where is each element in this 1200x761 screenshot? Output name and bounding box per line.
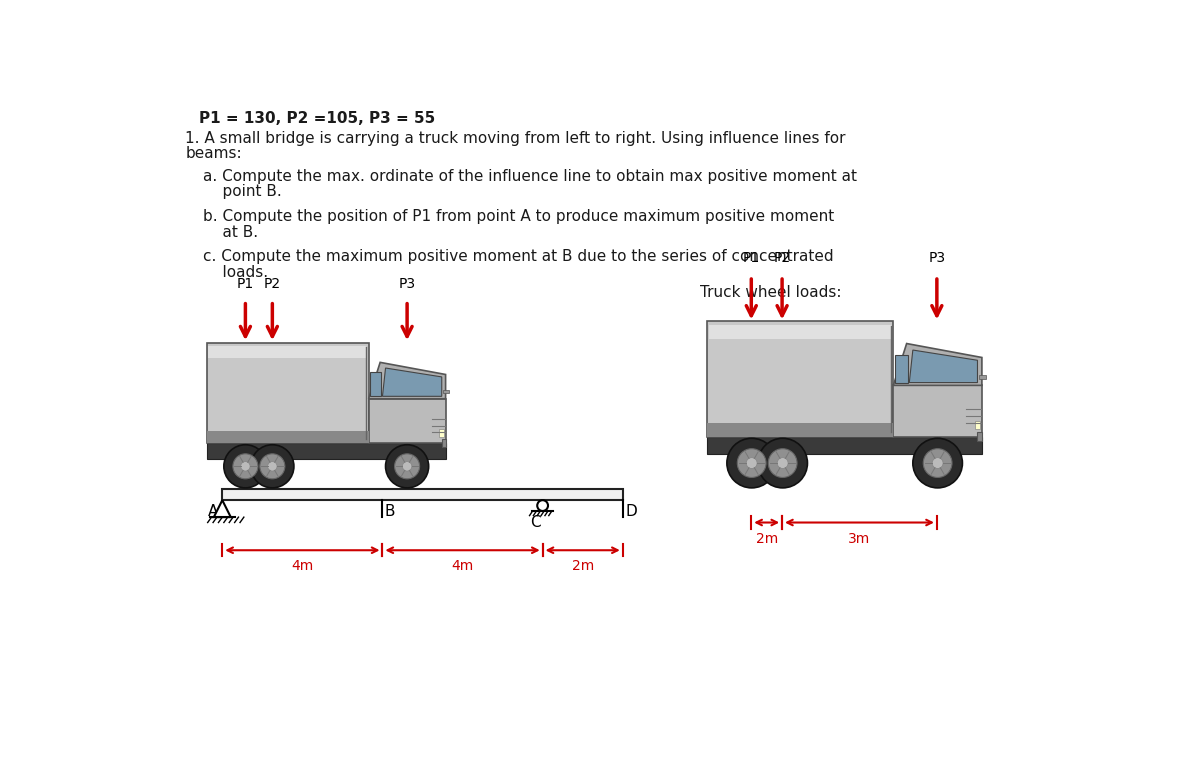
- Bar: [979, 375, 986, 379]
- Text: 1. A small bridge is carrying a truck moving from left to right. Using influence: 1. A small bridge is carrying a truck mo…: [185, 131, 846, 145]
- Bar: [439, 429, 444, 437]
- Bar: [978, 432, 982, 441]
- Circle shape: [758, 438, 808, 488]
- Bar: [206, 343, 368, 443]
- Polygon shape: [893, 343, 982, 385]
- Text: point B.: point B.: [203, 184, 282, 199]
- Text: 3m: 3m: [848, 532, 871, 546]
- Circle shape: [746, 457, 757, 469]
- Polygon shape: [910, 350, 978, 383]
- Text: b. Compute the position of P1 from point A to produce maximum positive moment: b. Compute the position of P1 from point…: [203, 209, 834, 224]
- Polygon shape: [214, 500, 230, 517]
- Text: D: D: [625, 504, 637, 519]
- Bar: [222, 489, 623, 500]
- Circle shape: [402, 462, 412, 471]
- Text: P3: P3: [398, 277, 415, 291]
- Text: P1 = 130, P2 =105, P3 = 55: P1 = 130, P2 =105, P3 = 55: [199, 111, 436, 126]
- Text: Truck wheel loads:: Truck wheel loads:: [700, 285, 841, 300]
- Bar: [370, 372, 380, 396]
- Text: a. Compute the max. ordinate of the influence line to obtain max positive moment: a. Compute the max. ordinate of the infl…: [203, 169, 857, 184]
- Text: P1: P1: [236, 277, 254, 291]
- Bar: [895, 355, 907, 383]
- Bar: [708, 437, 982, 454]
- Circle shape: [538, 500, 548, 511]
- Bar: [209, 346, 367, 358]
- Polygon shape: [368, 362, 445, 399]
- Text: 2m: 2m: [756, 532, 778, 546]
- Circle shape: [268, 462, 277, 471]
- Circle shape: [251, 444, 294, 488]
- Text: P1: P1: [743, 250, 760, 265]
- Circle shape: [385, 444, 428, 488]
- Bar: [206, 443, 445, 459]
- Circle shape: [395, 454, 420, 479]
- Circle shape: [727, 438, 776, 488]
- Text: loads.: loads.: [203, 265, 268, 279]
- Bar: [442, 439, 445, 447]
- Bar: [709, 325, 892, 339]
- Polygon shape: [383, 368, 442, 396]
- Text: beams:: beams:: [185, 146, 242, 161]
- Bar: [443, 390, 450, 393]
- Text: P2: P2: [774, 250, 791, 265]
- Text: c. Compute the maximum positive moment at B due to the series of concentrated: c. Compute the maximum positive moment a…: [203, 249, 834, 264]
- Bar: [708, 422, 893, 437]
- Bar: [893, 385, 982, 437]
- Circle shape: [737, 449, 766, 477]
- Text: B: B: [385, 504, 395, 519]
- Bar: [708, 321, 893, 437]
- Text: at B.: at B.: [203, 224, 258, 240]
- Circle shape: [923, 449, 952, 477]
- Text: P2: P2: [264, 277, 281, 291]
- Bar: [206, 431, 368, 443]
- Circle shape: [233, 454, 258, 479]
- Text: 4m: 4m: [451, 559, 474, 574]
- Circle shape: [913, 438, 962, 488]
- Text: P3: P3: [929, 250, 946, 265]
- Text: A: A: [208, 504, 218, 519]
- Circle shape: [932, 457, 943, 469]
- Circle shape: [224, 444, 266, 488]
- Circle shape: [768, 449, 797, 477]
- Text: 4m: 4m: [292, 559, 313, 574]
- Circle shape: [778, 457, 788, 469]
- Circle shape: [260, 454, 284, 479]
- Bar: [368, 399, 445, 443]
- Text: C: C: [529, 515, 540, 530]
- Text: 2m: 2m: [571, 559, 594, 574]
- Bar: [974, 421, 980, 429]
- Circle shape: [241, 462, 250, 471]
